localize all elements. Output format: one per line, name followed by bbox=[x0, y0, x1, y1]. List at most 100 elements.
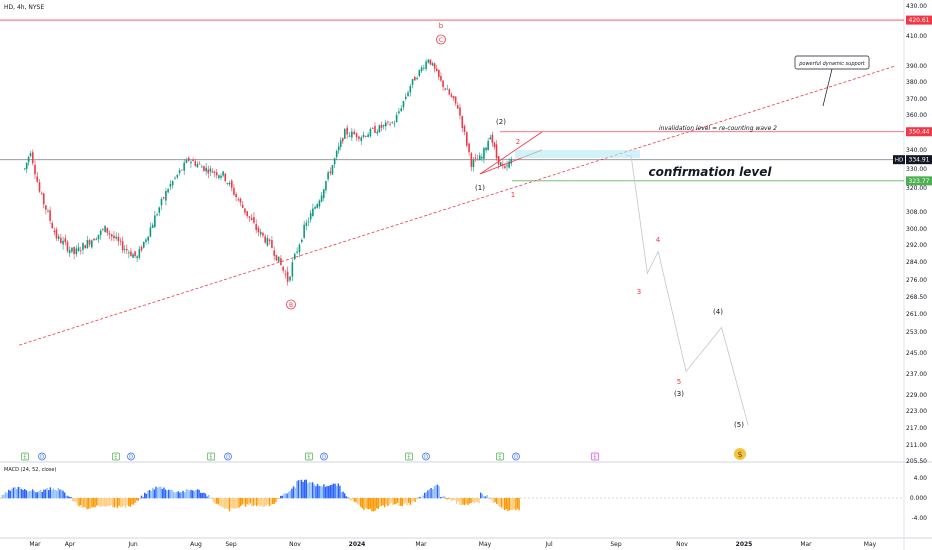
macd-bar bbox=[390, 498, 392, 504]
svg-text:D: D bbox=[40, 455, 44, 461]
macd-bar bbox=[262, 498, 264, 508]
candle-body bbox=[160, 198, 163, 206]
macd-bar bbox=[486, 495, 488, 499]
x-tick-label: Sep bbox=[610, 541, 622, 548]
macd-bar bbox=[41, 492, 43, 499]
candle-body bbox=[339, 140, 342, 148]
x-tick-label: Nov bbox=[289, 541, 301, 548]
macd-bar bbox=[182, 490, 184, 499]
wave-label-c-circle bbox=[436, 34, 446, 45]
macd-bar bbox=[488, 498, 490, 500]
macd-bar bbox=[196, 489, 199, 499]
wave-label-c: C bbox=[439, 37, 443, 44]
earnings-marker[interactable]: E bbox=[591, 452, 599, 461]
wave-label-p4: (4) bbox=[713, 308, 723, 316]
macd-bar bbox=[337, 483, 339, 499]
dividend-marker[interactable]: D bbox=[224, 452, 232, 461]
macd-bar bbox=[104, 498, 106, 507]
macd-bar bbox=[369, 498, 371, 509]
macd-bar bbox=[406, 498, 408, 506]
earnings-marker[interactable]: E bbox=[207, 452, 215, 461]
invalidation-text: invalidation level = re-counting wave 2 bbox=[659, 125, 777, 132]
macd-bar bbox=[270, 498, 272, 505]
macd-bar bbox=[265, 498, 267, 506]
dividend-marker[interactable]: D bbox=[38, 452, 46, 461]
candle-body bbox=[309, 213, 312, 220]
macd-bar bbox=[193, 491, 195, 499]
macd-bar bbox=[379, 498, 381, 507]
candle-body bbox=[355, 133, 358, 138]
macd-bar bbox=[12, 487, 15, 499]
dividend-marker[interactable]: D bbox=[127, 452, 135, 461]
candle-body bbox=[407, 92, 409, 97]
macd-bar bbox=[217, 498, 219, 505]
dividend-marker[interactable]: D bbox=[422, 452, 430, 461]
candle-body bbox=[378, 125, 381, 133]
candle-body bbox=[51, 223, 54, 229]
earnings-marker[interactable]: E bbox=[305, 452, 313, 461]
macd-bar bbox=[190, 489, 192, 499]
macd-bar bbox=[505, 498, 507, 509]
macd-bar bbox=[52, 488, 55, 499]
macd-bar bbox=[33, 490, 35, 499]
macd-bar bbox=[76, 498, 79, 505]
y-tick-label: 237.00 bbox=[906, 371, 927, 378]
macd-bar bbox=[140, 495, 143, 499]
macd-bar bbox=[451, 498, 453, 502]
macd-bar bbox=[65, 495, 67, 499]
y-tick-label: 430.00 bbox=[906, 3, 927, 10]
candle-body bbox=[203, 166, 205, 171]
macd-bar bbox=[62, 490, 64, 499]
candle-body bbox=[329, 171, 332, 174]
macd-bar bbox=[172, 491, 175, 499]
candle-body bbox=[97, 234, 100, 240]
macd-bar bbox=[289, 490, 291, 499]
macd-bar bbox=[166, 490, 168, 499]
x-tick-label: Jun bbox=[127, 541, 138, 548]
macd-bar bbox=[235, 498, 237, 509]
macd-bar bbox=[99, 498, 101, 507]
candle-body bbox=[510, 159, 513, 164]
candle-body bbox=[201, 166, 203, 168]
macd-bar bbox=[57, 487, 59, 499]
macd-bar bbox=[126, 498, 128, 505]
y-tick-label: 380.00 bbox=[906, 79, 927, 86]
earnings-marker[interactable]: E bbox=[496, 452, 504, 461]
macd-bar bbox=[206, 496, 208, 499]
macd-bar bbox=[19, 487, 21, 499]
macd-bar bbox=[344, 493, 346, 499]
macd-bar bbox=[244, 498, 247, 507]
dividend-marker[interactable]: D bbox=[512, 452, 520, 461]
earnings-marker[interactable]: E bbox=[21, 452, 29, 461]
macd-bar bbox=[470, 498, 472, 504]
candle-body bbox=[418, 69, 421, 76]
macd-bar bbox=[137, 498, 139, 501]
macd-bar bbox=[220, 498, 223, 507]
candle-body bbox=[128, 252, 130, 254]
candle-body bbox=[132, 254, 134, 258]
x-tick-label: Mar bbox=[415, 541, 427, 548]
candle-body bbox=[489, 137, 492, 140]
macd-bar bbox=[251, 498, 253, 507]
candle-body bbox=[110, 234, 113, 237]
svg-text:E: E bbox=[498, 455, 501, 461]
earnings-marker[interactable]: E bbox=[405, 452, 413, 461]
macd-bar bbox=[188, 490, 191, 499]
y-tick-label: 217.00 bbox=[906, 425, 927, 432]
y-tick-label: 284.00 bbox=[906, 259, 927, 266]
candle-body bbox=[147, 236, 149, 241]
dividend-marker[interactable]: D bbox=[320, 452, 328, 461]
candle-body bbox=[387, 121, 389, 123]
macd-bar bbox=[168, 489, 170, 499]
earnings-marker[interactable]: E bbox=[112, 452, 120, 461]
candle-body bbox=[448, 89, 451, 95]
candle-body bbox=[27, 157, 30, 163]
svg-text:D: D bbox=[226, 455, 230, 461]
candle-body bbox=[331, 165, 334, 175]
macd-bar bbox=[123, 498, 125, 506]
macd-bar bbox=[236, 498, 239, 509]
candle-body bbox=[211, 171, 214, 173]
candle-body bbox=[169, 183, 172, 187]
candle-body bbox=[95, 239, 98, 240]
